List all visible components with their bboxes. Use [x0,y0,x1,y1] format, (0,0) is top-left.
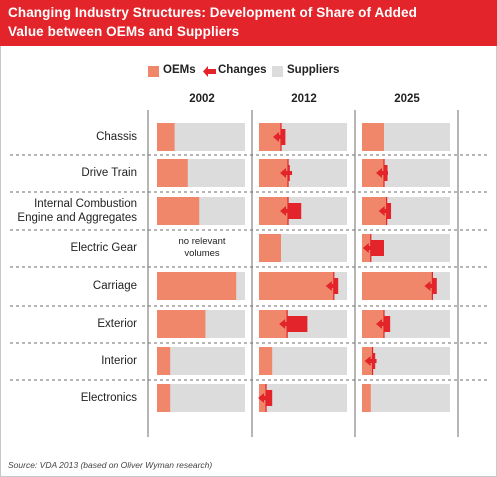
oem-bar-2025-0 [362,123,384,151]
oem-bar-2025-7 [362,384,371,412]
oem-bar-2025-1 [362,159,384,187]
change-arrow-2025-6 [364,356,377,366]
year-header-2002: 2002 [189,93,215,105]
legend-swatch-oems [148,66,159,77]
oem-bar-2025-5 [362,310,384,338]
change-arrow-2025-4 [424,281,437,291]
category-label-4: Carriage [0,279,137,293]
change-arrow-2012-7 [258,393,271,403]
legend-swatch-changes [203,66,216,77]
category-label-3-line-0: Electric Gear [70,242,137,254]
legend-changes-arrow [203,66,216,77]
oem-bar-2012-4 [259,272,334,300]
category-label-2-line-1: Engine and Aggregates [17,212,137,224]
change-arrow-2012-4 [325,281,338,291]
category-label-4-line-0: Carriage [92,280,137,292]
oem-bar-2002-5 [157,310,206,338]
source-note: Source: VDA 2013 (based on Oliver Wyman … [8,460,213,470]
change-bar-2025-3 [370,240,384,256]
supplier-bar-2002-6 [157,347,245,375]
category-label-2-line-0: Internal Combustion [34,198,137,210]
category-label-5-line-0: Exterior [97,318,137,330]
category-label-3: Electric Gear [0,241,137,255]
supplier-bar-2025-7 [362,384,450,412]
legend-label-oems: OEMs [163,64,196,76]
category-label-1-line-0: Drive Train [81,167,137,179]
no-data-note-line-2: volumes [184,248,220,259]
supplier-bar-2025-6 [362,347,450,375]
oem-bar-2012-6 [259,347,273,375]
category-label-7: Electronics [0,391,137,405]
supplier-bar-2012-7 [259,384,347,412]
oem-bar-2002-0 [157,123,175,151]
oem-bar-2002-2 [157,197,200,225]
category-label-5: Exterior [0,317,137,331]
change-arrow-2012-0 [273,132,285,142]
chart-header: Changing Industry Structures: Developmen… [0,0,497,46]
chart-title-line-2: Value between OEMs and Suppliers [8,24,240,39]
change-arrow-2012-1 [280,168,293,178]
category-label-6-line-0: Interior [101,355,137,367]
change-bar-2012-5 [287,316,308,332]
oem-bar-2002-7 [157,384,171,412]
no-data-note: no relevant volumes [160,236,244,260]
change-arrow-2012-2 [280,206,293,216]
year-header-2025: 2025 [394,93,420,105]
change-arrow-2025-2 [378,206,391,216]
oem-bar-2002-4 [157,272,237,300]
oem-bar-2025-4 [362,272,433,300]
category-label-7-line-0: Electronics [80,392,137,404]
supplier-bar-2012-6 [259,347,347,375]
legend-label-changes: Changes [218,64,267,76]
oem-bar-2012-0 [259,123,281,151]
year-header-2012: 2012 [291,93,317,105]
change-bar-2012-2 [288,203,302,219]
change-arrow-2025-3 [362,243,375,253]
supplier-bar-2002-7 [157,384,245,412]
change-arrow-2025-5 [376,319,388,329]
legend-swatch-suppliers [272,66,283,77]
no-data-note-line-1: no relevant [178,236,226,247]
legend-label-suppliers: Suppliers [287,64,340,76]
oem-bar-2002-1 [157,159,188,187]
category-label-6: Interior [0,354,137,368]
oem-bar-2002-6 [157,347,171,375]
change-arrow-2025-1 [376,168,388,178]
category-label-2: Internal Combustion Engine and Aggregates [0,197,137,225]
oem-bar-2012-3 [259,234,281,262]
category-label-0: Chassis [0,130,137,144]
chart-title-line-1: Changing Industry Structures: Developmen… [8,5,417,20]
change-arrow-2012-5 [279,319,292,329]
category-label-1: Drive Train [0,166,137,180]
category-label-0-line-0: Chassis [96,131,137,143]
